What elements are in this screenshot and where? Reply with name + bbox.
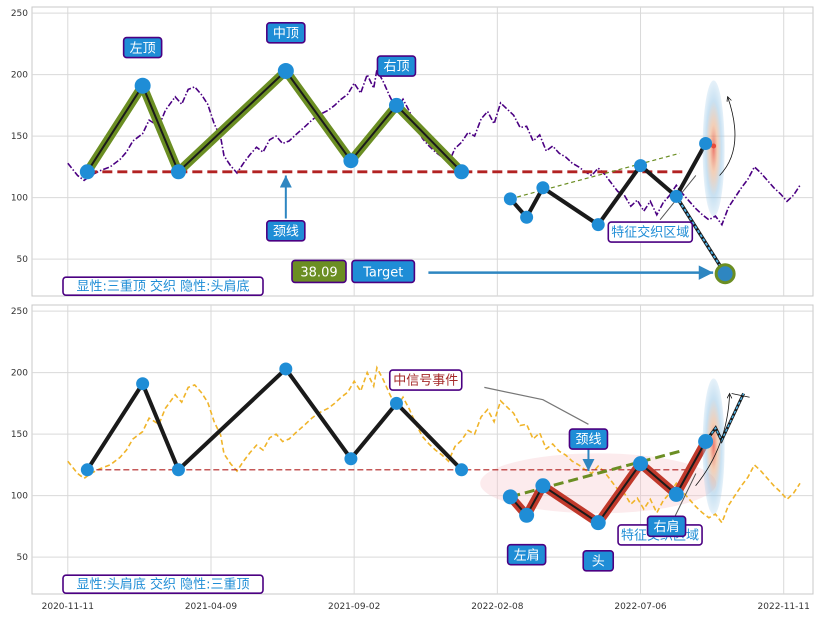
projection-tail bbox=[731, 393, 750, 398]
y-tick-label: 100 bbox=[11, 194, 28, 204]
projection-arrow bbox=[719, 97, 736, 176]
neckline-label: 颈线 bbox=[575, 433, 601, 448]
target-value-bg bbox=[291, 259, 347, 284]
hs-point bbox=[669, 189, 683, 203]
target-button-bg bbox=[351, 259, 416, 284]
target-point bbox=[714, 263, 736, 285]
legend-box-bg bbox=[62, 276, 264, 296]
hs-point bbox=[536, 181, 550, 195]
triple-top-point bbox=[389, 396, 403, 410]
x-tick-label: 2022-02-08 bbox=[471, 602, 524, 612]
legend-box-bg bbox=[62, 574, 264, 594]
hs-point bbox=[634, 159, 648, 173]
event-label: 中信号事件 bbox=[388, 369, 463, 391]
label-right-top-bg bbox=[376, 55, 417, 77]
label-right-shoulder: 右肩 bbox=[654, 519, 680, 535]
hs-point bbox=[633, 456, 649, 472]
hs-point bbox=[503, 192, 517, 206]
hs-point bbox=[698, 434, 714, 450]
label-left-top: 左顶 bbox=[130, 41, 156, 56]
event-label-bg bbox=[388, 369, 463, 391]
label-right-shoulder-bg bbox=[646, 515, 687, 538]
label-left-shoulder-bg bbox=[506, 543, 547, 566]
zone-label-bg bbox=[607, 221, 694, 243]
projection-inner bbox=[705, 393, 745, 442]
projection-arrow bbox=[695, 394, 730, 487]
triple-top-point bbox=[343, 153, 359, 169]
triple-top-point bbox=[170, 164, 186, 180]
triple-top-point bbox=[344, 452, 358, 466]
target-button: Target bbox=[351, 259, 416, 284]
legend-box: 显性:头肩底 交织 隐性:三重顶 bbox=[62, 574, 264, 594]
x-tick-label: 2020-11-11 bbox=[42, 602, 94, 612]
label-right-shoulder: 右肩 bbox=[646, 515, 687, 538]
neckline-label-bg bbox=[568, 428, 609, 450]
triple-top-point bbox=[455, 463, 469, 477]
y-tick-label: 100 bbox=[11, 492, 28, 502]
x-tick-label: 2021-09-02 bbox=[328, 602, 380, 612]
triple-top-point bbox=[136, 377, 150, 391]
label-head-bg bbox=[582, 549, 615, 572]
triple-top-point bbox=[454, 164, 470, 180]
triple-top-point bbox=[171, 463, 185, 477]
label-head: 头 bbox=[582, 549, 615, 572]
hs-point bbox=[502, 489, 518, 505]
target-zone bbox=[702, 378, 725, 515]
label-left-top: 左顶 bbox=[122, 36, 163, 59]
y-tick-label: 200 bbox=[11, 71, 28, 81]
label-left-shoulder: 左肩 bbox=[514, 547, 540, 563]
target-value: 38.09 bbox=[300, 265, 337, 280]
y-tick-label: 200 bbox=[11, 369, 28, 379]
hs-point bbox=[590, 515, 606, 531]
label-head: 头 bbox=[592, 554, 605, 569]
label-right-top: 右顶 bbox=[383, 60, 409, 75]
y-tick-label: 50 bbox=[17, 553, 29, 563]
label-right-top: 右顶 bbox=[376, 55, 417, 77]
y-tick-label: 150 bbox=[11, 430, 28, 440]
triple-top-point bbox=[388, 97, 404, 113]
x-tick-label: 2022-11-11 bbox=[758, 602, 810, 612]
zone-label: 特征交织区域 bbox=[607, 221, 694, 243]
target-zone-center bbox=[711, 143, 717, 149]
triple-top-point bbox=[134, 77, 151, 94]
triple-top-point bbox=[277, 62, 294, 79]
target-value: 38.09 bbox=[291, 259, 347, 284]
hs-point bbox=[699, 137, 713, 151]
label-center-top: 中顶 bbox=[273, 27, 299, 42]
zone-label: 特征交织区域 bbox=[611, 224, 689, 240]
hs-point bbox=[519, 507, 535, 523]
neckline-label: 颈线 bbox=[273, 225, 299, 240]
neckline-label: 颈线 bbox=[266, 220, 306, 242]
neckline-label: 颈线 bbox=[568, 428, 609, 450]
neckline-label-bg bbox=[266, 220, 306, 242]
y-tick-label: 150 bbox=[11, 132, 28, 142]
legend-box: 显性:三重顶 交织 隐性:头肩底 bbox=[62, 276, 264, 296]
projection-line-inner bbox=[675, 195, 726, 275]
triple-top-point bbox=[80, 463, 94, 477]
label-left-top-bg bbox=[122, 36, 163, 59]
legend-box: 显性:三重顶 交织 隐性:头肩底 bbox=[76, 278, 249, 294]
triple-top-point bbox=[79, 164, 95, 180]
hs-point bbox=[535, 478, 551, 494]
y-tick-label: 50 bbox=[17, 255, 29, 265]
target-button: Target bbox=[362, 265, 403, 280]
legend-box: 显性:头肩底 交织 隐性:三重顶 bbox=[76, 576, 249, 592]
label-center-top-bg bbox=[266, 22, 306, 44]
event-pointer bbox=[484, 386, 589, 425]
bottom-panel-frame bbox=[31, 304, 814, 595]
hs-point bbox=[520, 210, 534, 224]
x-tick-label: 2021-04-09 bbox=[185, 602, 238, 612]
label-left-shoulder: 左肩 bbox=[506, 543, 547, 566]
x-tick-label: 2022-07-06 bbox=[614, 602, 667, 612]
event-label: 中信号事件 bbox=[393, 373, 458, 388]
triple-top-point bbox=[279, 362, 293, 376]
label-center-top: 中顶 bbox=[266, 22, 306, 44]
hs-point bbox=[668, 486, 684, 502]
y-tick-label: 250 bbox=[11, 9, 28, 19]
y-tick-label: 250 bbox=[11, 307, 28, 317]
zone-pointer bbox=[672, 473, 697, 521]
hs-point bbox=[591, 218, 605, 232]
